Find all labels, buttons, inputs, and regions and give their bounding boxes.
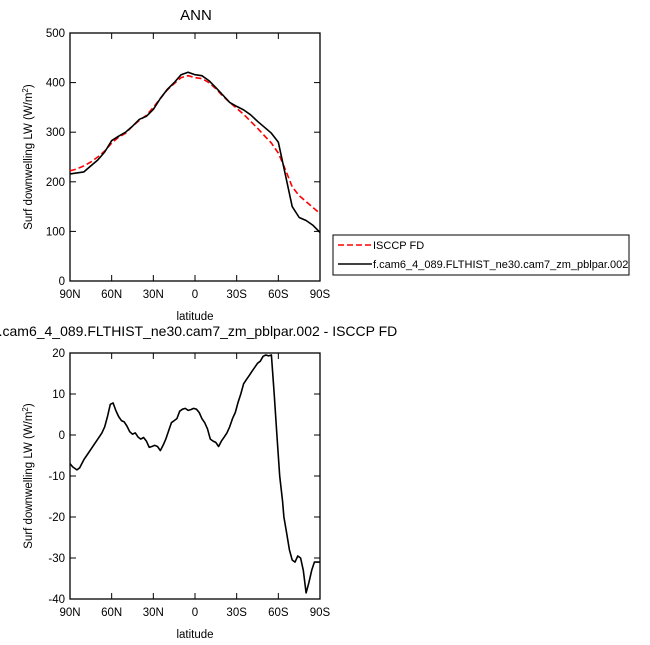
top-y-axis: 0 100 200 300 400 500: [46, 28, 320, 288]
bottom-x-axis-label: latitude: [176, 629, 213, 641]
top-x-tick-label: 30N: [143, 289, 164, 301]
bottom-y-tick-label: 10: [52, 389, 65, 401]
top-x-tick-label: 60S: [268, 289, 289, 301]
bottom-y-tick-label: -30: [48, 553, 65, 565]
bottom-x-tick-label: 60N: [101, 607, 122, 619]
top-series-line-0: [69, 74, 321, 215]
bottom-y-tick-label: -10: [48, 471, 65, 483]
bottom-series-line-0: [69, 354, 320, 594]
bottom-y-tick-label: 20: [52, 348, 65, 360]
bottom-x-tick-label: 0: [192, 607, 198, 619]
legend: ISCCP FD f.cam6_4_089.FLTHIST_ne30.cam7_…: [332, 234, 630, 276]
top-y-tick-label: 200: [46, 177, 65, 189]
top-y-axis-label: Surf downwelling LW (W/m2): [21, 84, 35, 230]
top-x-tick-label: 90N: [59, 289, 80, 301]
bottom-y-tick-label: -40: [48, 594, 65, 606]
top-x-tick-label: 60N: [101, 289, 122, 301]
bottom-x-tick-label: 90S: [310, 607, 331, 619]
legend-box: [332, 234, 630, 276]
bottom-title: f.cam6_4_089.FLTHIST_ne30.cam7_zm_pblpar…: [0, 323, 397, 339]
bottom-y-tick-label: -20: [48, 512, 65, 524]
bottom-x-axis: 90N 60N 30N 0 30S 60S 90S: [59, 353, 331, 619]
top-title: ANN: [180, 7, 212, 24]
panel-annual-mean: ANN 90N 60N 30N 0 30S 60S 90S 0 100 200 300 400 500…: [21, 7, 331, 323]
top-y-tick-label: 400: [46, 78, 65, 90]
top-y-tick-label: 0: [59, 276, 65, 288]
top-y-tick-label: 300: [46, 127, 65, 139]
top-series-line-1: [69, 71, 321, 233]
bottom-x-tick-label: 60S: [268, 607, 289, 619]
top-x-tick-label: 90S: [310, 289, 331, 301]
top-y-tick-label: 500: [46, 28, 65, 40]
bottom-series-group: [69, 354, 320, 594]
bottom-y-tick-label: 0: [59, 430, 65, 442]
bottom-y-axis-label: Surf downwelling LW (W/m2): [21, 403, 35, 549]
top-y-tick-label: 100: [46, 226, 65, 238]
bottom-x-tick-label: 90N: [59, 607, 80, 619]
top-x-axis-label: latitude: [176, 311, 213, 323]
top-x-tick-label: 30S: [226, 289, 247, 301]
bottom-x-tick-label: 30S: [226, 607, 247, 619]
bottom-plot-frame: [69, 352, 321, 600]
legend-label-model: f.cam6_4_089.FLTHIST_ne30.cam7_zm_pblpar…: [373, 259, 628, 271]
top-series-group: [69, 71, 321, 233]
legend-label-isccp: ISCCP FD: [373, 240, 424, 252]
bottom-x-tick-label: 30N: [143, 607, 164, 619]
bottom-y-axis: -40 -30 -20 -10 0 10 20: [48, 348, 320, 606]
top-x-axis: 90N 60N 30N 0 30S 60S 90S: [59, 33, 331, 301]
panel-difference: f.cam6_4_089.FLTHIST_ne30.cam7_zm_pblpar…: [0, 323, 397, 641]
top-plot-frame: [69, 32, 321, 282]
top-x-tick-label: 0: [192, 289, 198, 301]
